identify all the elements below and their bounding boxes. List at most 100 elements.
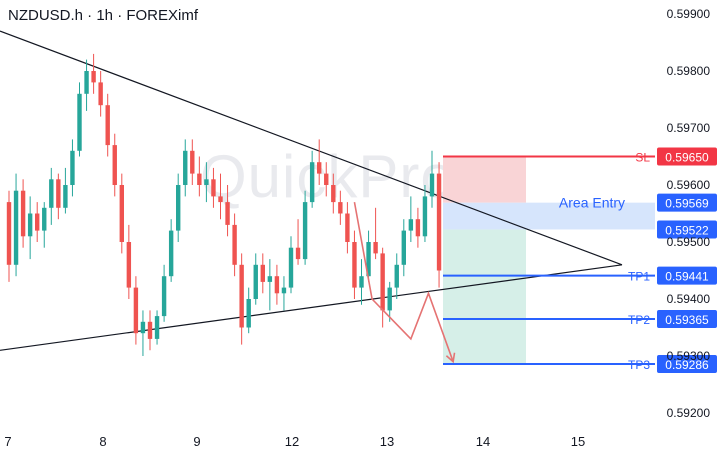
price-tag-value: 0.59522	[665, 223, 709, 237]
candle-body	[133, 287, 139, 334]
candle	[281, 276, 287, 311]
y-tick-label: 0.59300	[667, 349, 711, 363]
candle-body	[20, 190, 26, 237]
candle	[168, 219, 174, 282]
candle	[232, 213, 237, 277]
candle	[42, 202, 47, 248]
candle	[295, 219, 301, 265]
candle	[13, 173, 19, 277]
candle	[387, 281, 392, 322]
price-tag-value: 0.59441	[665, 270, 709, 284]
projection-line	[353, 201, 454, 362]
y-tick-label: 0.59400	[667, 292, 711, 306]
candle-body	[154, 316, 160, 339]
candle-body	[380, 253, 385, 311]
candle	[324, 162, 329, 197]
candle	[401, 219, 406, 277]
candle-body	[6, 202, 12, 265]
candle-body	[218, 196, 223, 203]
candle	[98, 71, 103, 117]
candle-body	[225, 202, 230, 225]
x-tick-label: 8	[99, 434, 106, 449]
price-tag	[657, 147, 717, 166]
candle-body	[429, 173, 435, 197]
candle	[197, 156, 202, 197]
price-tag-value: 0.59650	[665, 151, 709, 165]
candle	[373, 207, 378, 260]
y-tick-label: 0.59700	[667, 121, 711, 135]
candle-body	[415, 219, 421, 237]
candle	[415, 207, 421, 248]
candle-body	[260, 264, 265, 282]
candle	[422, 185, 428, 242]
take-profit-zone	[443, 229, 526, 364]
candle-body	[42, 207, 47, 231]
candle-body	[394, 264, 399, 288]
candle	[225, 185, 230, 237]
candle-body	[119, 185, 124, 242]
candle	[6, 190, 12, 282]
candle-body	[183, 150, 188, 185]
candle	[253, 253, 258, 305]
candle	[345, 202, 350, 254]
candle	[112, 133, 117, 197]
triangle-lower-line	[0, 264, 623, 351]
candle-body	[359, 276, 364, 288]
candle	[176, 173, 181, 242]
candle-body	[253, 264, 258, 299]
y-tick-label: 0.59600	[667, 178, 711, 192]
candle	[352, 230, 357, 299]
candle-body	[176, 185, 181, 231]
candle	[161, 264, 167, 322]
candle	[211, 167, 216, 208]
candle	[190, 139, 195, 185]
candle	[359, 259, 364, 305]
candle-body	[387, 287, 392, 311]
price-tag	[657, 354, 717, 373]
candle-body	[77, 93, 82, 151]
candle	[218, 173, 223, 220]
area-entry-label: Area Entry	[559, 195, 625, 211]
candle-body	[35, 213, 40, 231]
triangle-upper-line	[0, 30, 623, 266]
candle-body	[63, 185, 68, 208]
candle	[183, 139, 188, 197]
candle-body	[161, 276, 167, 317]
projection-path	[353, 201, 456, 364]
candle	[140, 310, 146, 356]
candle-body	[211, 179, 216, 197]
candle-body	[13, 190, 19, 265]
candle	[309, 150, 315, 208]
candle	[105, 93, 110, 157]
y-tick-label: 0.59900	[667, 7, 711, 21]
candle-body	[295, 247, 301, 260]
price-tag-value: 0.59569	[665, 197, 709, 211]
price-tag-value: 0.59365	[665, 313, 709, 327]
candle-body	[112, 145, 117, 185]
candle	[366, 230, 371, 282]
candles	[6, 53, 442, 356]
price-tag	[657, 220, 717, 239]
candle	[302, 190, 308, 265]
candle	[267, 259, 273, 311]
candle	[20, 179, 26, 248]
candle-body	[317, 162, 322, 174]
tp2-label: TP2	[628, 313, 650, 327]
candle-body	[70, 150, 75, 185]
candle-body	[190, 150, 195, 174]
candle	[63, 167, 68, 214]
tp1-label: TP1	[628, 270, 650, 284]
projection-arrowhead	[445, 352, 456, 364]
candle-body	[288, 247, 294, 288]
candle	[56, 173, 61, 220]
candle-body	[204, 179, 209, 185]
candle	[239, 253, 244, 345]
candle-body	[281, 287, 287, 294]
candle	[119, 173, 124, 254]
symbol-title: NZDUSD.h · 1h · FOREXimf	[8, 7, 199, 24]
x-tick-label: 15	[571, 434, 585, 449]
candle-body	[147, 321, 153, 339]
candle-body	[239, 264, 244, 328]
stop-loss-zone	[443, 156, 526, 203]
